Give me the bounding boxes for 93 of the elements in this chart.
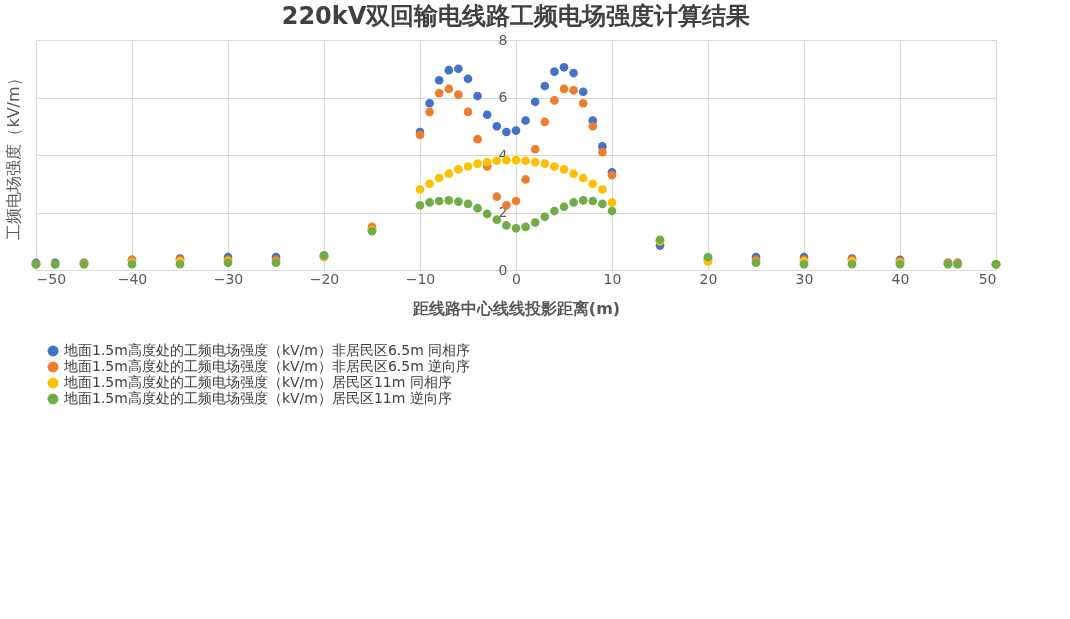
point <box>530 144 540 154</box>
point <box>415 200 425 210</box>
point <box>444 196 454 205</box>
point <box>454 197 463 206</box>
point <box>492 156 502 166</box>
point <box>473 134 482 144</box>
point <box>511 126 521 135</box>
point <box>434 88 444 98</box>
point <box>492 215 502 225</box>
point <box>482 157 492 167</box>
point <box>569 85 578 95</box>
point <box>434 196 444 206</box>
point <box>559 84 569 94</box>
point <box>463 107 473 117</box>
point <box>454 90 463 99</box>
x-tick-label: 30 <box>795 270 814 287</box>
point <box>521 175 530 184</box>
point <box>482 209 492 219</box>
point <box>521 222 530 232</box>
legend-label: 地面1.5m高度处的工频电场强度（kV/m）非居民区6.5m 同相序 <box>63 342 471 358</box>
point <box>425 179 434 189</box>
x-axis-title: 距线路中心线线投影距离(m) <box>411 298 621 318</box>
point <box>578 173 588 183</box>
y-axis-title: 工频电场强度（kV/m） <box>4 70 23 240</box>
point <box>569 68 578 78</box>
point <box>559 165 569 174</box>
point <box>540 117 550 127</box>
point <box>473 159 482 168</box>
x-tick-label: 10 <box>603 270 622 287</box>
point <box>559 62 569 72</box>
point <box>434 75 444 85</box>
point <box>473 203 482 213</box>
point <box>492 121 502 131</box>
point <box>578 196 588 205</box>
point <box>550 96 559 105</box>
x-tick-label: −30 <box>213 270 244 287</box>
point <box>540 81 550 91</box>
point <box>444 169 454 179</box>
point <box>463 162 473 171</box>
x-tick-label: −40 <box>117 270 148 287</box>
point <box>598 185 607 194</box>
point <box>530 218 540 227</box>
point <box>569 198 578 207</box>
point <box>607 198 617 207</box>
point <box>454 64 463 74</box>
point <box>482 110 492 120</box>
point <box>511 155 521 165</box>
point <box>598 199 607 209</box>
point <box>559 202 569 212</box>
point <box>521 156 530 166</box>
point <box>530 97 540 107</box>
point <box>415 185 425 194</box>
legend-label: 地面1.5m高度处的工频电场强度（kV/m）居民区11m 同相序 <box>63 374 452 390</box>
point <box>598 147 607 157</box>
chart-title: 220kV双回输电线路工频电场强度计算结果 <box>281 2 751 30</box>
x-tick-label: 40 <box>891 270 910 287</box>
point <box>569 169 578 179</box>
point <box>540 212 550 222</box>
x-tick-label: 50 <box>978 270 997 287</box>
legend-label: 地面1.5m高度处的工频电场强度（kV/m）居民区11m 逆向序 <box>63 390 452 406</box>
point <box>425 198 434 207</box>
point <box>434 173 444 183</box>
point <box>578 87 588 97</box>
x-tick-label: −20 <box>309 270 340 287</box>
point <box>521 116 530 125</box>
point <box>425 107 434 117</box>
y-tick-label: 6 <box>498 89 508 105</box>
point <box>588 196 598 206</box>
point <box>540 159 550 168</box>
x-tick-label: 20 <box>699 270 718 287</box>
x-tick-label: −50 <box>36 270 67 287</box>
point <box>550 162 559 171</box>
point <box>588 179 598 189</box>
x-tick-label: −10 <box>405 270 436 287</box>
point <box>473 91 482 101</box>
point <box>550 206 559 216</box>
point <box>463 199 473 209</box>
y-tick-label: 8 <box>498 31 508 48</box>
point <box>502 127 511 137</box>
point <box>463 74 473 84</box>
point <box>588 121 598 131</box>
point <box>444 84 454 94</box>
point <box>578 98 588 108</box>
point <box>502 221 511 230</box>
point <box>550 67 559 76</box>
x-tick-label: 0 <box>512 270 521 287</box>
point <box>511 223 521 233</box>
point <box>492 192 502 202</box>
point <box>530 157 540 167</box>
point <box>444 65 454 75</box>
point <box>454 165 463 174</box>
point <box>425 98 434 108</box>
legend-label: 地面1.5m高度处的工频电场强度（kV/m）非居民区6.5m 逆向序 <box>63 358 471 374</box>
